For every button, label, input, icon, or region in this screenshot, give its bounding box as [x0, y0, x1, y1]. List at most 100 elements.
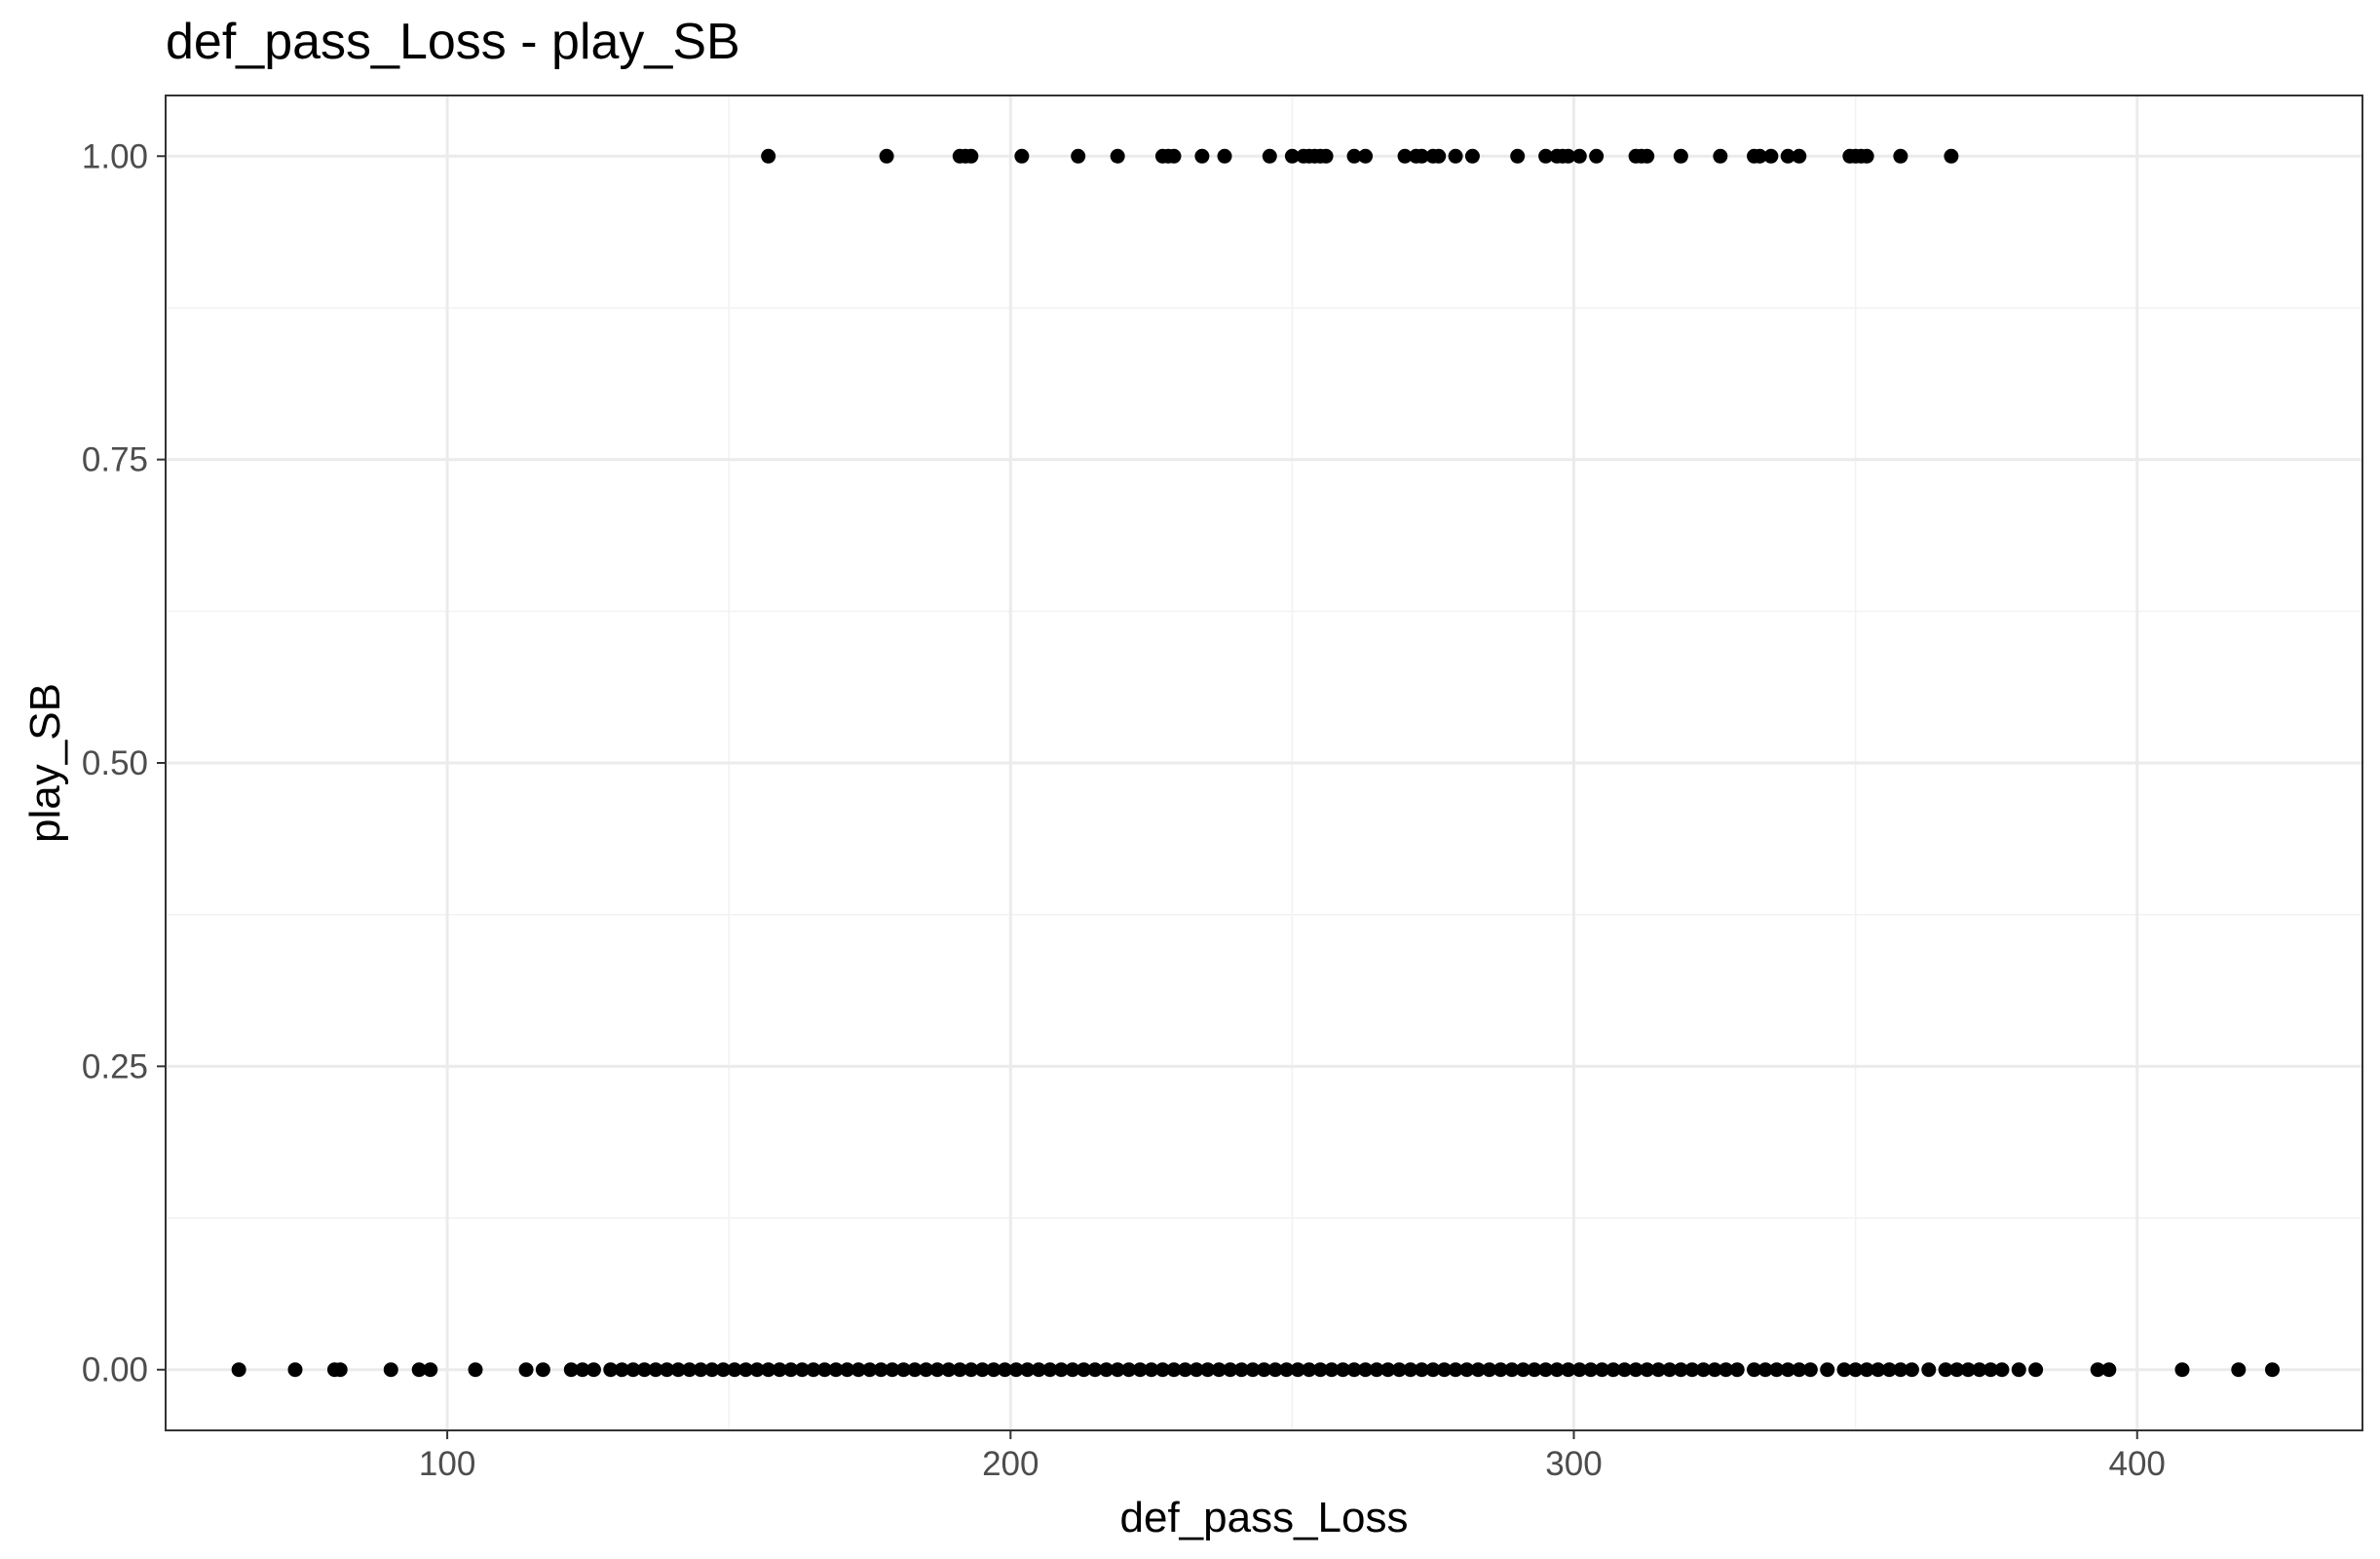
data-point: [1008, 1362, 1024, 1378]
data-point: [885, 1362, 900, 1378]
axis-ticks: 100 200 300 400 0.00 0.25 0.50 0.75 1.00: [82, 137, 2166, 1483]
data-point: [1994, 1362, 2010, 1378]
data-point: [783, 1362, 799, 1378]
data-point: [772, 1362, 787, 1378]
data-point: [1549, 1362, 1565, 1378]
data-point: [941, 1362, 957, 1378]
data-point: [1606, 1362, 1621, 1378]
data-point: [636, 1362, 652, 1378]
data-point: [1464, 148, 1480, 164]
data-point: [1515, 1362, 1530, 1378]
data-point: [1729, 1362, 1745, 1378]
data-point: [1391, 1362, 1407, 1378]
data-point: [2028, 1362, 2044, 1378]
data-point: [2011, 1362, 2026, 1378]
data-point: [1053, 1362, 1069, 1378]
data-point: [1099, 1362, 1114, 1378]
data-point: [1561, 1362, 1576, 1378]
data-point: [919, 1362, 934, 1378]
data-point: [828, 1362, 844, 1378]
data-point: [1960, 1362, 1976, 1378]
data-point: [1110, 148, 1125, 164]
data-point: [625, 1362, 641, 1378]
data-point: [1459, 1362, 1475, 1378]
data-point: [682, 1362, 698, 1378]
data-point: [2264, 1362, 2280, 1378]
data-point: [986, 1362, 1001, 1378]
data-point: [603, 1362, 619, 1378]
data-point: [1583, 1362, 1599, 1378]
data-point: [1780, 1362, 1795, 1378]
data-point: [1561, 148, 1576, 164]
data-point: [2101, 1362, 2117, 1378]
y-tick-label: 0.50: [82, 744, 148, 782]
data-point: [1707, 1362, 1722, 1378]
x-axis-title: def_pass_Loss: [1120, 1494, 1409, 1541]
data-point: [749, 1362, 765, 1378]
data-point: [1014, 148, 1030, 164]
data-point: [738, 1362, 754, 1378]
data-point: [2174, 1362, 2190, 1378]
data-point: [1893, 1362, 1908, 1378]
data-point: [660, 1362, 675, 1378]
data-point: [693, 1362, 708, 1378]
data-point: [1492, 1362, 1508, 1378]
data-point: [761, 1362, 776, 1378]
data-point: [1538, 1362, 1554, 1378]
data-point: [1747, 1362, 1762, 1378]
x-tick-label: 300: [1545, 1445, 1602, 1483]
data-point: [231, 1362, 246, 1378]
data-point: [423, 1362, 438, 1378]
data-point: [1087, 1362, 1103, 1378]
data-point: [1792, 148, 1807, 164]
data-point: [1684, 1362, 1700, 1378]
data-point: [1178, 1362, 1193, 1378]
data-point: [1696, 1362, 1711, 1378]
data-point: [1233, 1362, 1249, 1378]
data-point: [1194, 148, 1210, 164]
data-point: [1972, 1362, 1987, 1378]
data-point: [850, 1362, 866, 1378]
data-point: [1571, 148, 1587, 164]
data-point: [332, 1362, 348, 1378]
data-point: [1757, 1362, 1773, 1378]
data-point: [1166, 148, 1182, 164]
data-point: [1504, 1362, 1520, 1378]
data-point: [1719, 1362, 1734, 1378]
data-point: [879, 148, 894, 164]
data-point: [1571, 1362, 1587, 1378]
data-point: [670, 1362, 686, 1378]
y-tick-label: 0.00: [82, 1351, 148, 1389]
data-point: [1527, 1362, 1542, 1378]
data-point: [1904, 1362, 1919, 1378]
data-point: [727, 1362, 742, 1378]
data-point: [1267, 1362, 1283, 1378]
data-point: [1780, 148, 1795, 164]
data-point: [586, 1362, 601, 1378]
data-point: [1335, 1362, 1350, 1378]
data-point: [1848, 1362, 1864, 1378]
data-point: [1640, 148, 1655, 164]
y-tick-label: 0.25: [82, 1047, 148, 1085]
data-point: [1380, 1362, 1396, 1378]
y-tick-label: 1.00: [82, 137, 148, 175]
x-tick-label: 200: [982, 1445, 1039, 1483]
data-point: [1414, 1362, 1429, 1378]
data-point: [974, 1362, 990, 1378]
x-tick-label: 400: [2109, 1445, 2166, 1483]
data-point: [1893, 148, 1908, 164]
data-point: [862, 1362, 878, 1378]
data-point: [1279, 1362, 1295, 1378]
data-point: [648, 1362, 663, 1378]
data-point: [1189, 1362, 1204, 1378]
data-point: [873, 1362, 888, 1378]
data-point: [1403, 1362, 1418, 1378]
data-point: [1290, 1362, 1305, 1378]
data-point: [1589, 148, 1605, 164]
data-point: [1628, 1362, 1643, 1378]
data-point: [1284, 148, 1300, 164]
x-tick-label: 100: [419, 1445, 475, 1483]
data-point: [1312, 1362, 1328, 1378]
data-points: [231, 148, 2280, 1378]
data-point: [1673, 148, 1688, 164]
